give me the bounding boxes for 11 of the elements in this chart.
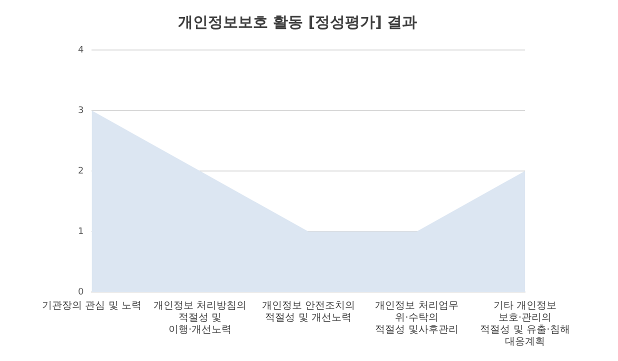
x-tick-label: 개인정보 처리업무 위·수탁의 적절성 및사후관리 [375,300,458,336]
y-tick-label: 4 [78,45,84,56]
chart-title: 개인정보보호 활동 [정성평가] 결과 [178,12,418,31]
x-tick-label: 개인정보 안전조치의 적절성 및 개선노력 [262,300,355,324]
y-tick-label: 3 [78,106,84,116]
x-tick-label: 기타 개인정보 보호·관리의 적절성 및 유출·침해 대응계획 [480,300,570,348]
x-tick-label: 개인정보 처리방침의 적절성 및 이행·개선노력 [153,300,247,336]
x-tick-label: 기관장의 관심 및 노력 [42,300,142,312]
y-tick-label: 1 [78,226,84,237]
y-tick-label: 0 [78,287,84,298]
y-tick-label: 2 [78,166,84,176]
